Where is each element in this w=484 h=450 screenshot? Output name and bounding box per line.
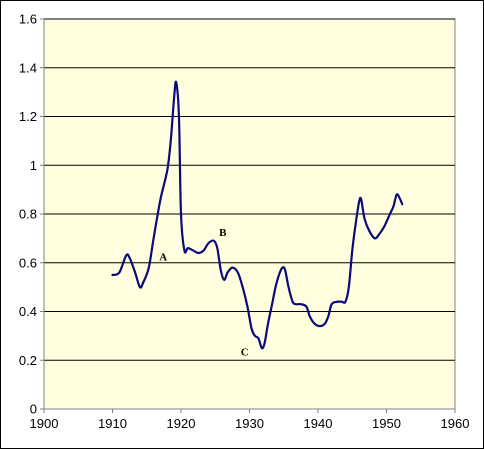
annotation-c: C (241, 346, 249, 358)
x-tick-label: 1950 (372, 416, 401, 431)
x-axis-ticks: 1900 1910 1920 1930 1940 1950 1960 (30, 409, 470, 431)
x-tick-label: 1940 (304, 416, 333, 431)
annotation-group: A B C (159, 227, 249, 358)
y-tick-label: 0 (30, 402, 37, 417)
x-tick-label: 1930 (235, 416, 264, 431)
y-tick-label: 1.6 (19, 12, 37, 27)
y-tick-label: 1.2 (19, 109, 37, 124)
annotation-a: A (159, 251, 167, 263)
y-tick-label: 0.6 (19, 255, 37, 270)
annotation-b: B (219, 227, 227, 239)
y-axis-ticks: 0 0.2 0.4 0.6 0.8 1 1.2 1.4 1.6 (19, 12, 44, 417)
series-group (111, 80, 404, 350)
y-tick-label: 0.2 (19, 353, 37, 368)
x-tick-label: 1920 (167, 416, 196, 431)
series-line (111, 80, 404, 350)
y-tick-label: 0.8 (19, 207, 37, 222)
x-tick-label: 1960 (441, 416, 470, 431)
y-tick-label: 0.4 (19, 304, 37, 319)
x-tick-label: 1900 (30, 416, 59, 431)
x-tick-label: 1910 (98, 416, 127, 431)
gridlines (44, 18, 455, 361)
y-tick-label: 1 (30, 158, 37, 173)
y-tick-label: 1.4 (19, 60, 37, 75)
